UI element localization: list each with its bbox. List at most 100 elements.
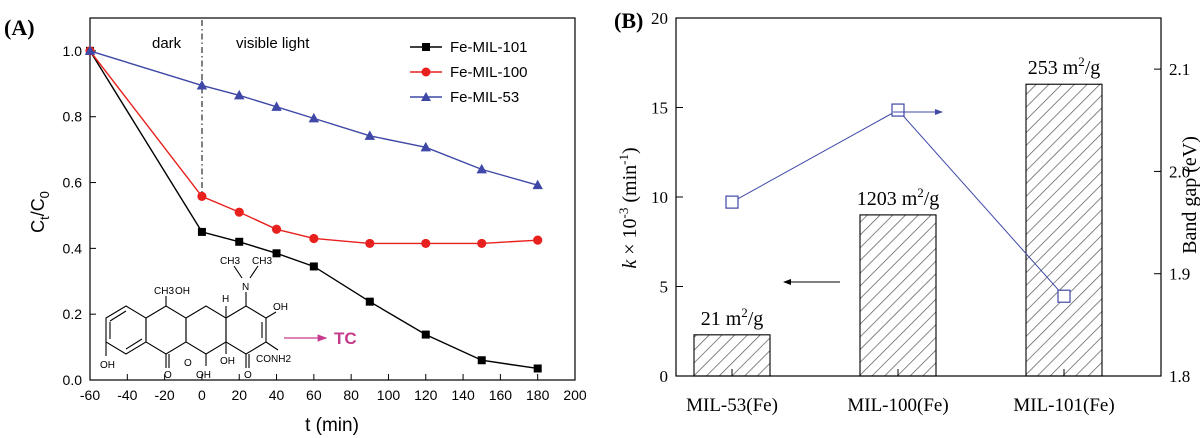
data-point-fe-mil-53 xyxy=(532,179,543,190)
data-point-fe-mil-101 xyxy=(477,356,486,365)
bar-mil-101-fe xyxy=(1025,83,1103,377)
chart-a-x-tick-label: -60 xyxy=(80,387,100,403)
chart-a-series xyxy=(84,45,543,373)
chart-a-x-tick-label: 0 xyxy=(198,387,206,403)
bond-n-me2 xyxy=(249,265,259,279)
chart-b-left-axis-title-close: ) xyxy=(619,147,641,154)
data-point-fe-mil-100 xyxy=(309,233,319,244)
chart-a-y-axis-title-sub2: 0 xyxy=(37,191,52,198)
ring-1 xyxy=(105,305,147,355)
bar-label-value: 21 xyxy=(701,308,721,330)
chart-b-left-y-tick-label: 10 xyxy=(651,188,668,207)
atom-ch3-n-right: CH3 xyxy=(252,256,272,267)
ring-1-inner-bond-b xyxy=(125,338,143,350)
chart-a-x-axis-title: t (min) xyxy=(305,415,359,436)
legend-label-fe-mil-53: Fe-MIL-53 xyxy=(450,89,519,106)
atom-h: H xyxy=(222,294,229,305)
data-point-fe-mil-101 xyxy=(533,364,542,373)
panel-label-b: (B) xyxy=(614,8,644,33)
chart-a-y-tick-label: 0.4 xyxy=(63,240,83,256)
data-point-fe-mil-53 xyxy=(84,45,96,55)
chart-b-left-axis-title-k: k xyxy=(619,259,641,269)
data-point-fe-mil-100 xyxy=(533,235,543,245)
data-point-fe-mil-53 xyxy=(420,141,431,152)
bar-label-tail: /g xyxy=(1085,57,1101,79)
data-point-fe-mil-100 xyxy=(421,238,431,249)
chart-b-x-tick-label-mil-53-fe: MIL-53(Fe) xyxy=(686,395,778,416)
ring-1-inner-bond-a xyxy=(109,310,127,322)
data-point-fe-mil-101 xyxy=(309,262,318,271)
data-point-fe-mil-100 xyxy=(271,224,282,234)
atom-oh-c3: OH xyxy=(273,302,288,313)
chart-b-left-axis-title: k × 10-3 (min-1) xyxy=(616,147,641,268)
legend-label-fe-mil-100: Fe-MIL-100 xyxy=(450,64,528,81)
bar-label-sup: 2 xyxy=(917,185,924,200)
data-point-fe-mil-101 xyxy=(365,297,374,306)
bar-label-mil-101-fe: 253 m2/g xyxy=(1028,54,1101,79)
data-point-fe-mil-100 xyxy=(477,238,487,249)
chart-b-right-axis-title: Band gap (eV) xyxy=(1179,136,1200,254)
chart-b-right-y-ticks: 1.8 1.9 2.0 2.1 xyxy=(1154,60,1190,386)
chart-a-x-tick-label: 180 xyxy=(526,387,550,403)
data-point-fe-mil-101 xyxy=(272,249,281,258)
bar-label-sup: 2 xyxy=(1078,54,1085,69)
data-point-fe-mil-100 xyxy=(234,207,244,217)
chart-a-x-tick-label: 160 xyxy=(489,387,513,403)
chart-b-left-y-tick-label: 0 xyxy=(660,367,669,386)
chart-a-frame xyxy=(89,17,576,381)
chart-a-y-tick-label: 0.6 xyxy=(63,175,83,191)
chart-b-x-tick-label-mil-100-fe: MIL-100(Fe) xyxy=(847,395,948,416)
legend-label-fe-mil-101: Fe-MIL-101 xyxy=(450,39,528,56)
data-point-fe-mil-53 xyxy=(364,130,376,140)
chart-a-x-tick-label: -40 xyxy=(117,387,137,403)
chart-a-y-axis-title: Ct/C0 xyxy=(28,191,52,233)
bond-oh-c3 xyxy=(265,311,277,319)
data-point-fe-mil-53 xyxy=(271,101,282,111)
tc-label: TC xyxy=(334,329,357,348)
data-point-fe-mil-101 xyxy=(421,330,430,339)
atom-ch3-n-left: CH3 xyxy=(220,256,240,267)
atom-o-c12-bridge: O xyxy=(184,358,192,369)
chart-b-left-axis-title-times: × 10 xyxy=(619,218,641,259)
legend-marker-fe-mil-100 xyxy=(421,67,431,77)
data-point-fe-mil-100 xyxy=(365,238,375,249)
bond-conh2 xyxy=(265,341,279,351)
atom-o-c11: O xyxy=(164,370,172,381)
atom-o-c1: O xyxy=(244,370,252,381)
bar-label-tail: /g xyxy=(748,308,764,330)
chart-a-x-tick-label: 120 xyxy=(414,387,438,403)
chart-a-x-tick-label: 20 xyxy=(231,387,247,403)
chart-a-y-tick-label: 0.8 xyxy=(63,109,83,125)
bar-label-mil-53-fe: 21 m2/g xyxy=(701,305,764,330)
chart-a-x-tick-label: 60 xyxy=(306,387,322,403)
chart-a-y-tick-label: 1.0 xyxy=(63,43,83,59)
band-gap-point-mil-53-fe xyxy=(725,195,739,209)
tetracycline-structure xyxy=(105,265,328,368)
bar-label-sup: 2 xyxy=(741,305,748,320)
data-point-fe-mil-101 xyxy=(197,227,206,236)
chart-b-left-y-tick-label: 5 xyxy=(660,278,669,297)
atom-n: N xyxy=(242,282,249,293)
atom-conh2: CONH2 xyxy=(256,354,291,365)
chart-b-right-y-tick-label: 2.1 xyxy=(1169,60,1190,79)
chart-a-x-tick-label: 80 xyxy=(343,387,359,403)
atom-oh-ring1: OH xyxy=(100,360,115,371)
bar-label-value: 1203 xyxy=(857,188,897,210)
atom-ch3-top: CH3 xyxy=(154,286,174,297)
chart-a-legend: Fe-MIL-101 Fe-MIL-100 Fe-MIL-53 xyxy=(410,39,528,106)
tetracycline-labels: CH3 OH H N CH3 CH3 OH OH OH OH CONH2 O O… xyxy=(100,256,357,381)
chart-b-band-gap-series xyxy=(725,103,1071,303)
chart-b-x-tick-label-mil-101-fe: MIL-101(Fe) xyxy=(1013,395,1114,416)
chart-a-x-tick-label: 200 xyxy=(563,387,587,403)
bar-label-tail: /g xyxy=(924,188,940,210)
chart-a-y-axis-title-sub1: t xyxy=(37,216,52,220)
chart-a-x-ticks: -60 -40 -20 0 20 40 60 80 100 120 140 160 180 200 xyxy=(80,374,587,403)
bar-label-mil-100-fe: 1203 m2/g xyxy=(857,185,940,210)
visible-light-region-label: visible light xyxy=(236,35,310,52)
chart-b-right-y-tick-label: 1.9 xyxy=(1169,265,1190,284)
bar-label-value: 253 xyxy=(1028,57,1058,79)
chart-a-y-tick-label: 0.2 xyxy=(63,306,83,322)
data-point-fe-mil-53 xyxy=(196,79,208,90)
